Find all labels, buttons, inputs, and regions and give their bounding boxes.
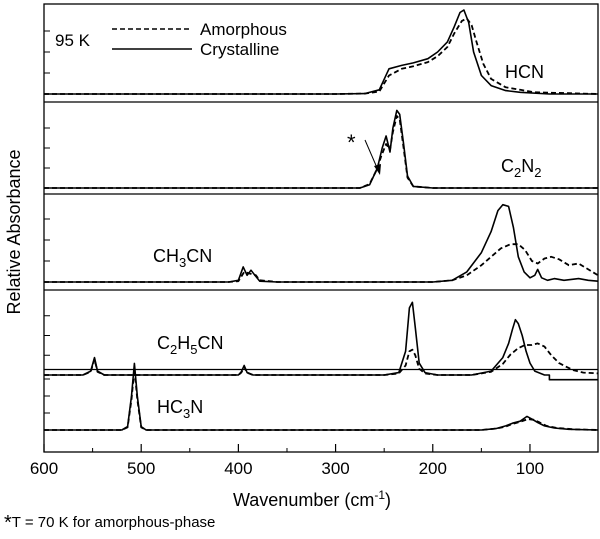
panel-label-part: 2 — [170, 342, 177, 357]
panel-label-part: C — [157, 333, 170, 353]
panel-label-CH3CN: CH3CN — [153, 246, 212, 270]
plot-frame — [43, 3, 599, 453]
footnote-text: T = 70 K for amorphous-phase — [11, 514, 216, 531]
series-amorphous-CH3CN — [44, 243, 599, 283]
panel-label-HC3N: HC3N — [157, 397, 203, 421]
legend-temperature: 95 K — [55, 31, 91, 50]
x-tick-label-600: 600 — [30, 459, 58, 478]
annotation-arrow-head — [374, 164, 381, 175]
plot-area — [43, 3, 599, 453]
panel-label-part: 2 — [534, 165, 541, 180]
x-tick-label-200: 200 — [419, 459, 447, 478]
panel-label-HCN: HCN — [505, 62, 544, 82]
panel-label-part: CH — [153, 246, 179, 266]
axis-ticks: 600 500 400 300 200 100 — [30, 30, 544, 478]
panel-label-part: N — [190, 397, 203, 417]
annotation-asterisk: * — [347, 130, 356, 155]
series-amorphous-C2N2 — [44, 115, 598, 189]
footnote: *T = 70 K for amorphous-phase — [4, 512, 215, 535]
panel-label-part: 2 — [514, 165, 521, 180]
panel-label-part: CN — [197, 333, 223, 353]
panel-label-part: CN — [186, 246, 212, 266]
panel-label-part: N — [521, 156, 534, 176]
series-crystalline-C2H5CN — [44, 301, 598, 381]
x-tick-label-400: 400 — [224, 459, 252, 478]
series-amorphous-HC3N — [44, 367, 599, 431]
series-crystalline-CH3CN — [44, 203, 599, 283]
panel-label-part: C — [501, 156, 514, 176]
series-amorphous-HCN — [44, 17, 599, 95]
panel-label-part: HC — [157, 397, 183, 417]
panel-label-C2N2: C2N2 — [501, 156, 541, 180]
x-tick-label-100: 100 — [516, 459, 544, 478]
x-axis-label-superscript: -1 — [374, 488, 385, 502]
panel-label-part: H — [177, 333, 190, 353]
x-axis-label-end: ) — [385, 490, 391, 510]
x-tick-label-500: 500 — [127, 459, 155, 478]
panel-label-C2H5CN: C2H5CN — [157, 333, 223, 357]
panel-label-part: 5 — [190, 342, 197, 357]
legend-label-dashed: Amorphous — [200, 20, 287, 39]
panel-label-part: 3 — [179, 255, 186, 270]
x-tick-label-300: 300 — [321, 459, 349, 478]
x-axis-label: Wavenumber (cm-1) — [233, 488, 391, 510]
x-axis-label-main: Wavenumber (cm — [233, 490, 374, 510]
footnote-asterisk: * — [4, 512, 12, 534]
annotation-arrow-line — [364, 139, 379, 171]
series-amorphous-C2H5CN — [44, 342, 599, 376]
panel-label-part: HCN — [505, 62, 544, 82]
series-crystalline-HC3N — [44, 362, 599, 431]
y-axis-label: Relative Absorbance — [4, 149, 24, 314]
series-layer — [44, 9, 599, 431]
legend-label-solid: Crystalline — [200, 40, 279, 59]
panel-label-part: 3 — [183, 406, 190, 421]
